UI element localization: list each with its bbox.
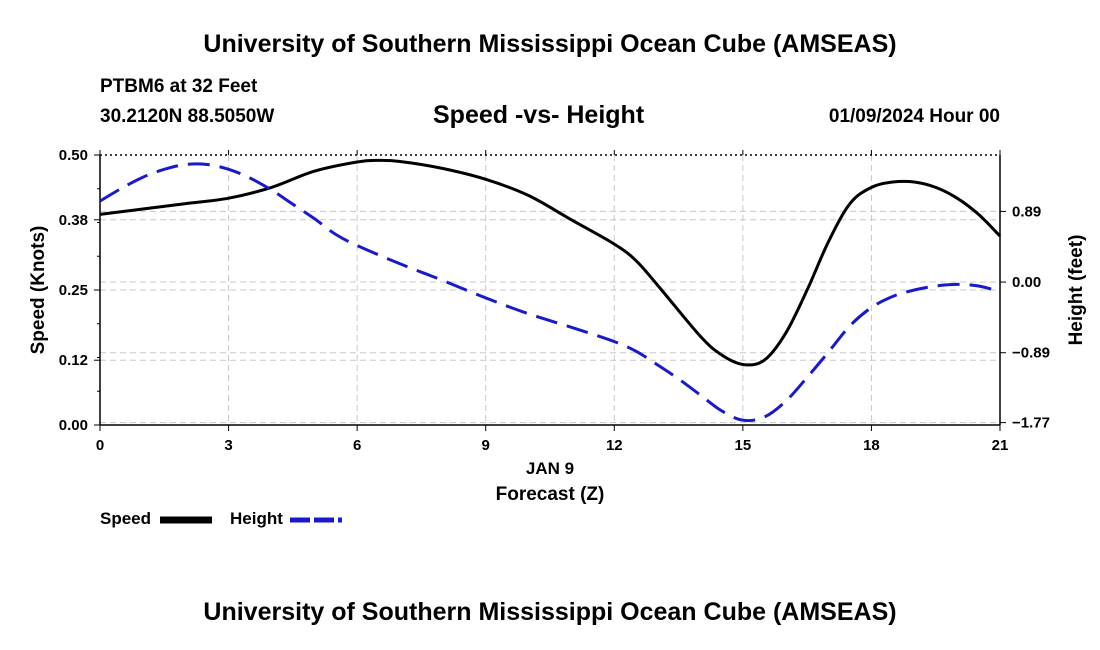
y-tick-label: 0.00 [59, 417, 88, 434]
series-line-height [99, 162, 1001, 423]
x-tick-label: 15 [735, 437, 752, 454]
chart-subtitle: Speed -vs- Height [433, 101, 645, 129]
y2-tick-label: 0.89 [1012, 203, 1041, 220]
station-label: PTBM6 at 32 Feet [100, 76, 258, 97]
x-tick-label: 6 [353, 437, 361, 454]
chart-title: University of Southern Mississippi Ocean… [203, 30, 897, 58]
legend-speed-label: Speed [100, 509, 152, 528]
y2-tick-label: −0.89 [1012, 345, 1050, 362]
y-tick-label: 0.25 [59, 282, 88, 299]
x-tick-label: 18 [863, 437, 880, 454]
x-axis-sublabel: JAN 9 [526, 459, 574, 478]
footer-title: University of Southern Mississippi Ocean… [203, 598, 897, 626]
series-line-speed [99, 158, 1002, 367]
x-tick-label: 0 [96, 437, 104, 454]
x-tick-label: 12 [606, 437, 623, 454]
x-tick-label: 21 [992, 437, 1009, 454]
y2-tick-label: 0.00 [1012, 274, 1041, 291]
y-tick-label: 0.38 [59, 212, 88, 229]
location-label: 30.2120N 88.5050W [100, 106, 275, 127]
y2-axis-label: Height (feet) [1066, 235, 1087, 346]
datetime-label: 01/09/2024 Hour 00 [828, 106, 1000, 127]
y-tick-label: 0.12 [59, 352, 88, 369]
x-tick-label: 3 [224, 437, 232, 454]
x-axis-label: Forecast (Z) [496, 484, 605, 505]
legend-height-label: Height [230, 509, 283, 528]
speed-height-chart: 0 3 6 9 12 15 18 21 0.00 0.12 0.25 0.38 0.50 −1.77 −0.… [28, 147, 1087, 524]
y2-tick-label: −1.77 [1012, 415, 1050, 432]
y-axis-label: Speed (Knots) [28, 226, 49, 355]
x-tick-label: 9 [482, 437, 490, 454]
y-tick-label: 0.50 [59, 147, 88, 164]
